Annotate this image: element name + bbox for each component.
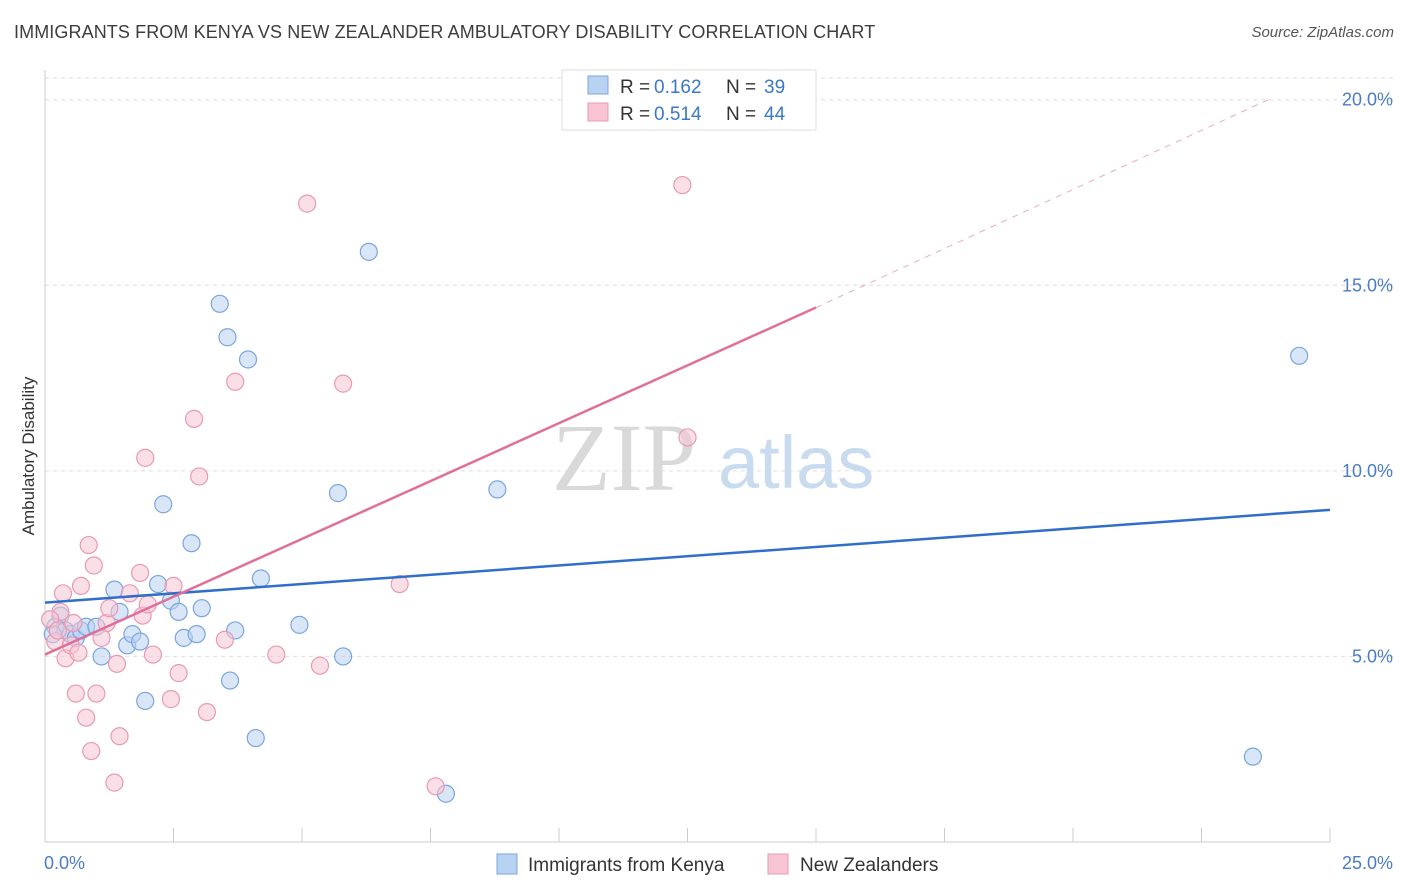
nz-point-37: [678, 428, 697, 447]
axes: [44, 70, 1331, 843]
nz-point-7: [71, 576, 91, 596]
kenya-point-15: [154, 495, 173, 514]
bottom-legend-kenya: Immigrants from Kenya: [528, 855, 725, 876]
nz-point-28: [215, 630, 234, 649]
nz-point-16: [110, 727, 129, 746]
legend-n-label-2: N =: [726, 104, 756, 125]
kenya-point-29: [290, 615, 309, 634]
y-tick-label-0: 5.0%: [1352, 646, 1393, 666]
x-tick-labels: 0.0% 25.0%: [44, 853, 1393, 873]
kenya-point-31: [334, 647, 353, 666]
nz-point-25: [184, 409, 204, 428]
x-tick-label-1: 25.0%: [1342, 853, 1393, 873]
bottom-legend: Immigrants from Kenya New Zealanders: [496, 853, 938, 876]
nz-point-42: [69, 643, 88, 662]
bottom-legend-swatch-kenya: [496, 853, 518, 875]
nz-point-32: [310, 656, 330, 675]
kenya-point-20: [187, 625, 206, 644]
kenya-point-8: [105, 580, 124, 599]
nz-trend-extension: [815, 99, 1269, 308]
y-tick-labels: 5.0% 10.0% 15.0% 20.0%: [1342, 90, 1393, 667]
nz-point-35: [426, 777, 445, 796]
nz-point-20: [136, 448, 155, 467]
nz-point-36: [673, 175, 692, 195]
nz-point-21: [143, 645, 163, 664]
kenya-point-36: [1243, 747, 1263, 766]
nz-point-2: [53, 584, 73, 603]
kenya-point-24: [220, 671, 240, 690]
y-axis-label: Ambulatory Disability: [19, 376, 38, 535]
nz-point-29: [226, 372, 245, 391]
y-tick-label-1: 10.0%: [1342, 461, 1393, 481]
legend-swatch-pink: [587, 102, 609, 122]
nz-point-8: [77, 708, 96, 727]
source-label: Source: ZipAtlas.com: [1251, 24, 1394, 41]
kenya-point-12: [130, 632, 150, 651]
legend-r-label-1: R =: [620, 77, 650, 98]
nz-point-27: [197, 702, 217, 722]
nz-point-39: [48, 621, 67, 640]
kenya-point-32: [359, 242, 378, 261]
watermark: ZIP atlas: [552, 404, 874, 511]
nz-point-34: [390, 574, 409, 594]
x-tick-label-0: 0.0%: [44, 853, 85, 873]
nz-point-31: [298, 194, 317, 213]
kenya-point-28: [251, 569, 270, 588]
kenya-point-26: [238, 350, 258, 369]
nz-point-33: [334, 374, 353, 393]
legend-n-value-1: 39: [764, 77, 785, 98]
nz-point-5: [64, 613, 83, 633]
kenya-point-13: [136, 691, 155, 711]
nz-point-26: [190, 467, 209, 486]
nz-point-30: [267, 645, 286, 664]
legend-box: R = 0.162 N = 39 R = 0.514 N = 44: [561, 69, 817, 131]
kenya-point-27: [246, 728, 265, 748]
kenya-trend-line: [44, 508, 1331, 604]
series-kenya-points: [43, 242, 1309, 803]
nz-point-24: [169, 664, 188, 683]
kenya-point-17: [169, 602, 188, 621]
nz-point-11: [84, 556, 103, 575]
nz-point-10: [82, 741, 101, 761]
trend-lines: [44, 99, 1331, 656]
legend-r-label-2: R =: [620, 104, 650, 125]
nz-point-18: [130, 563, 150, 583]
nz-point-17: [120, 584, 139, 603]
nz-point-12: [87, 684, 106, 703]
nz-point-40: [100, 599, 119, 618]
kenya-point-19: [182, 534, 201, 553]
watermark-atlas: atlas: [718, 421, 874, 504]
nz-point-15: [107, 654, 127, 673]
nz-point-14: [105, 773, 124, 792]
kenya-point-35: [1290, 346, 1309, 365]
legend-r-value-2: 0.514: [654, 104, 702, 125]
legend-n-value-2: 44: [764, 104, 786, 125]
legend-swatch-blue: [587, 75, 609, 95]
kenya-point-30: [328, 484, 348, 503]
kenya-point-7: [92, 647, 111, 666]
kenya-point-22: [210, 294, 229, 313]
kenya-point-34: [488, 480, 507, 499]
legend-r-value-1: 0.162: [654, 77, 702, 98]
nz-trend-line: [44, 306, 817, 656]
nz-point-9: [79, 535, 98, 555]
nz-point-22: [161, 690, 181, 709]
bottom-legend-swatch-nz: [767, 853, 789, 875]
y-tick-label-2: 15.0%: [1342, 275, 1393, 295]
watermark-zip: ZIP: [552, 404, 696, 511]
bottom-legend-nz: New Zealanders: [800, 855, 938, 876]
kenya-point-14: [148, 574, 168, 594]
kenya-point-21: [192, 599, 211, 618]
chart-title: IMMIGRANTS FROM KENYA VS NEW ZEALANDER A…: [14, 22, 876, 42]
legend-n-label-1: N =: [726, 77, 756, 98]
kenya-point-23: [218, 328, 237, 347]
y-tick-label-3: 20.0%: [1342, 90, 1393, 110]
nz-point-6: [66, 684, 85, 703]
